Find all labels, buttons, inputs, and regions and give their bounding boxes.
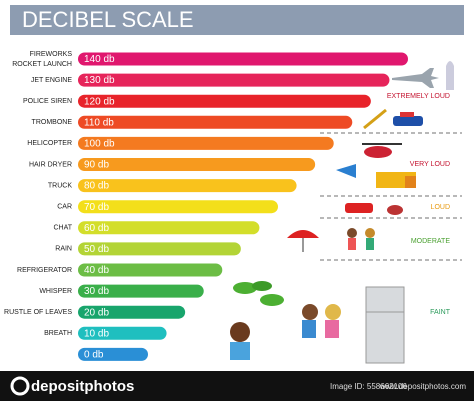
bar (78, 94, 371, 108)
footer-bar (0, 371, 474, 401)
footer-brand: depositphotos (31, 378, 134, 395)
category-label: TRUCK (48, 182, 72, 189)
category-label: REFRIGERATOR (17, 267, 72, 274)
footer-logo (10, 376, 30, 396)
category-label: CHAT (53, 225, 72, 232)
zone-label: FAINT (430, 309, 451, 316)
bar (78, 284, 204, 298)
bar (78, 200, 278, 214)
zone-label: LOUD (431, 204, 450, 211)
value-label: 110 db (84, 117, 114, 128)
value-label: 80 db (84, 181, 109, 192)
category-label: BREATH (44, 330, 72, 337)
title-banner (10, 5, 464, 35)
category-label: CAR (57, 204, 72, 211)
category-line: ROCKET LAUNCH (12, 61, 72, 68)
bar (78, 158, 316, 171)
category-label: WHISPER (39, 288, 72, 295)
value-label: 140 db (84, 54, 115, 65)
value-label: 100 db (84, 139, 115, 150)
footer-site: www.depositphotos.com (379, 382, 467, 391)
bar (78, 263, 223, 277)
category-label: FIREWORKS ROCKET LAUNCH (12, 51, 72, 68)
bar (78, 305, 186, 319)
bar (78, 179, 297, 193)
bar (78, 242, 241, 256)
category-label: TROMBONE (32, 119, 73, 126)
bar (78, 73, 390, 87)
category-label: RAIN (55, 246, 72, 253)
value-label: 20 db (84, 307, 109, 318)
category-label: HELICOPTER (27, 140, 72, 147)
category-line: FIREWORKS (30, 51, 73, 58)
bar (78, 326, 167, 340)
chart-title: DECIBEL SCALE (22, 7, 194, 32)
illustrations (230, 61, 454, 364)
zone-label: EXTREMELY LOUD (387, 93, 450, 100)
bar (78, 347, 148, 361)
category-label: HAIR DRYER (29, 161, 72, 168)
bar (78, 52, 408, 66)
value-label: 70 db (84, 202, 109, 213)
value-label: 90 db (84, 160, 109, 171)
footer-id: Image ID: 558662106 (330, 382, 407, 391)
category-label: JET ENGINE (31, 77, 72, 84)
bar (78, 115, 353, 129)
bar (78, 221, 260, 235)
category-label: POLICE SIREN (23, 98, 72, 105)
category-label: RUSTLE OF LEAVES (4, 309, 72, 316)
value-label: 0 db (84, 350, 104, 361)
zone-label: VERY LOUD (410, 161, 450, 168)
value-label: 60 db (84, 223, 109, 234)
bar (78, 136, 334, 150)
value-label: 50 db (84, 244, 109, 255)
value-label: 30 db (84, 286, 109, 297)
value-label: 130 db (84, 75, 115, 86)
value-label: 120 db (84, 96, 115, 107)
zone-label: MODERATE (411, 238, 450, 245)
value-label: 40 db (84, 265, 109, 276)
value-label: 10 db (84, 328, 109, 339)
